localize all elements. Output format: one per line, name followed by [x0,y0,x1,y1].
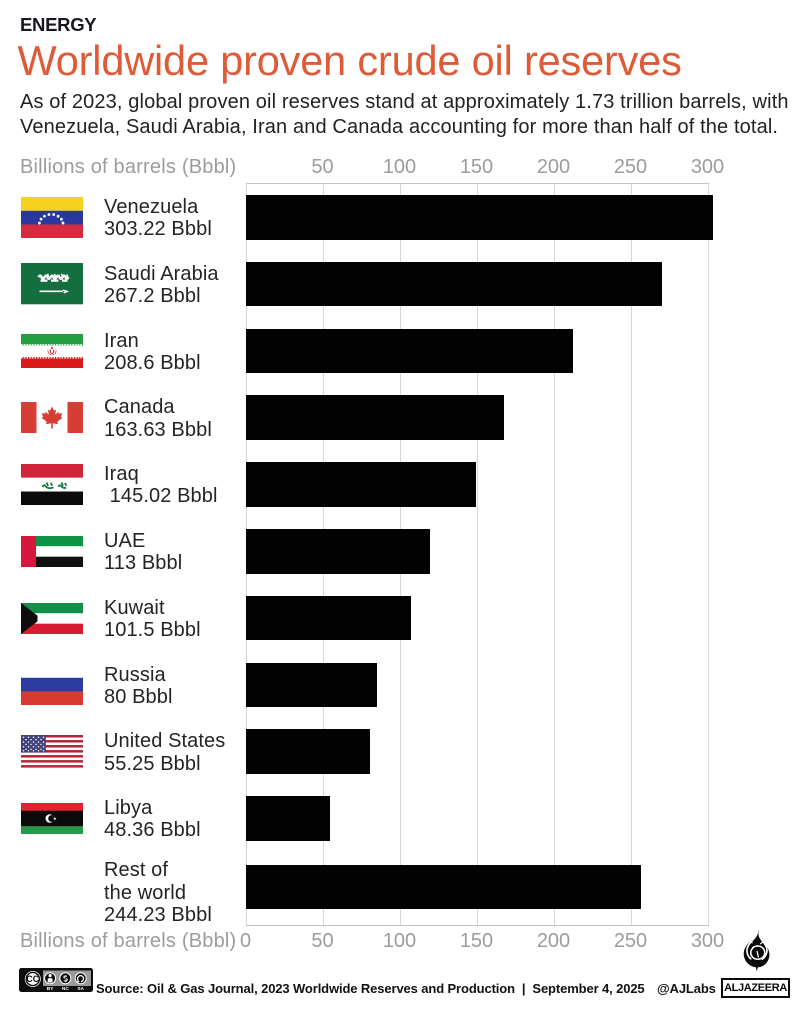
svg-text:NC: NC [61,986,68,992]
svg-text:CC: CC [26,974,39,984]
svg-text:SA: SA [77,986,84,992]
svg-text:BY: BY [46,986,53,992]
